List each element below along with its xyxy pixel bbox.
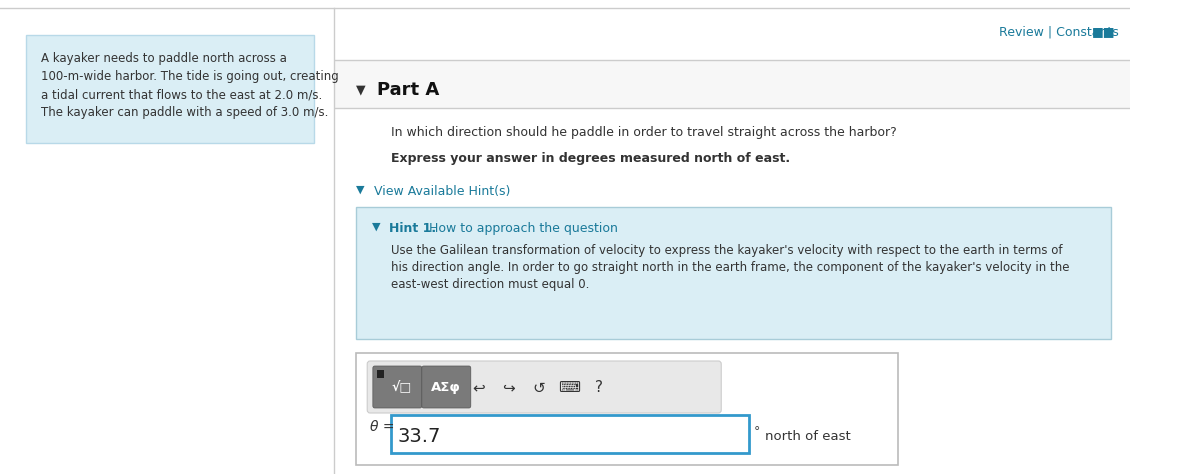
Text: 100-m-wide harbor. The tide is going out, creating: 100-m-wide harbor. The tide is going out…: [42, 70, 340, 83]
FancyBboxPatch shape: [356, 207, 1111, 339]
Text: ΑΣφ: ΑΣφ: [432, 382, 461, 394]
Text: his direction angle. In order to go straight north in the earth frame, the compo: his direction angle. In order to go stra…: [391, 261, 1069, 274]
Bar: [335, 60, 1130, 108]
Text: east-west direction must equal 0.: east-west direction must equal 0.: [391, 278, 589, 291]
FancyBboxPatch shape: [391, 415, 749, 453]
Text: ▼: ▼: [356, 83, 366, 97]
FancyBboxPatch shape: [373, 366, 422, 408]
Text: 33.7: 33.7: [397, 427, 440, 446]
Text: north of east: north of east: [764, 429, 851, 443]
Text: ▼: ▼: [356, 185, 365, 195]
FancyBboxPatch shape: [356, 353, 899, 465]
Text: Use the Galilean transformation of velocity to express the kayaker's velocity wi: Use the Galilean transformation of veloc…: [391, 244, 1062, 257]
Text: Express your answer in degrees measured north of east.: Express your answer in degrees measured …: [391, 152, 790, 165]
Text: In which direction should he paddle in order to travel straight across the harbo: In which direction should he paddle in o…: [391, 126, 896, 139]
Text: View Available Hint(s): View Available Hint(s): [374, 185, 510, 198]
FancyBboxPatch shape: [26, 35, 313, 143]
Text: ▼: ▼: [372, 222, 380, 232]
FancyBboxPatch shape: [422, 366, 470, 408]
Text: How to approach the question: How to approach the question: [425, 222, 618, 235]
Text: ↺: ↺: [532, 381, 545, 395]
Text: √□: √□: [391, 382, 412, 394]
Text: A kayaker needs to paddle north across a: A kayaker needs to paddle north across a: [42, 52, 287, 65]
Text: θ =: θ =: [370, 420, 395, 434]
Text: ■■: ■■: [1092, 25, 1116, 38]
Text: a tidal current that flows to the east at 2.0 m/s.: a tidal current that flows to the east a…: [42, 88, 323, 101]
Text: The kayaker can paddle with a speed of 3.0 m/s.: The kayaker can paddle with a speed of 3…: [42, 106, 329, 119]
Text: ⌨: ⌨: [558, 381, 580, 395]
Text: Part A: Part A: [377, 81, 439, 99]
Text: Hint 1.: Hint 1.: [389, 222, 436, 235]
FancyBboxPatch shape: [367, 361, 721, 413]
Text: ↪: ↪: [502, 381, 515, 395]
Text: °: °: [754, 426, 760, 438]
Text: Review | Constants: Review | Constants: [995, 25, 1118, 38]
Text: ?: ?: [595, 381, 602, 395]
Text: ↩: ↩: [472, 381, 485, 395]
Bar: [377, 370, 384, 378]
